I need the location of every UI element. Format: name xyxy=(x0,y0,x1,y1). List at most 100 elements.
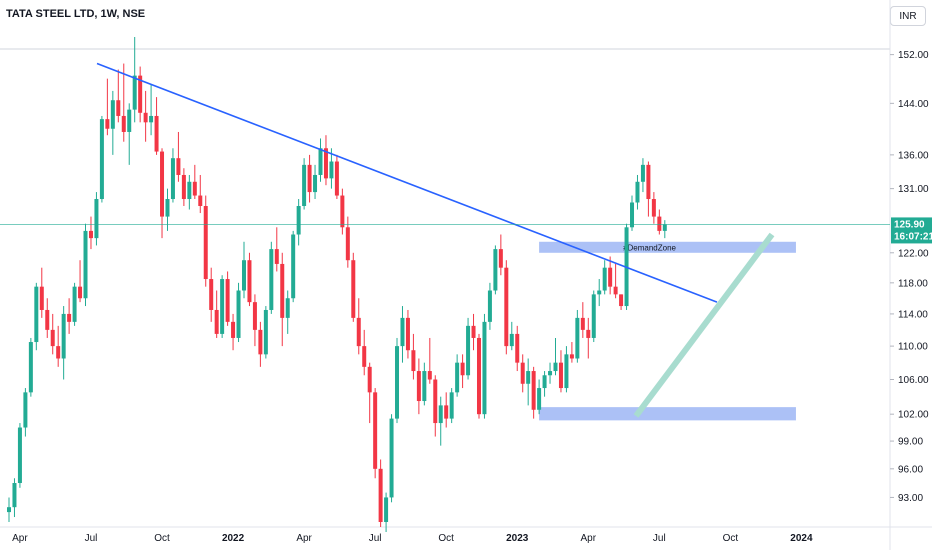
candle-body xyxy=(99,119,104,200)
y-tick-label: 110.00 xyxy=(898,342,928,353)
candle xyxy=(78,260,83,303)
candle xyxy=(591,290,596,343)
candle xyxy=(313,164,318,200)
candle-body xyxy=(438,405,443,424)
candle xyxy=(318,138,323,182)
candle-body xyxy=(373,392,378,469)
candle-body xyxy=(449,392,454,419)
x-tick-label: Jul xyxy=(653,533,666,544)
y-tick-label: 102.00 xyxy=(898,410,929,421)
candle-body xyxy=(400,317,405,347)
x-tick-label: Apr xyxy=(296,533,312,544)
candle-body xyxy=(296,206,301,235)
candle-body xyxy=(291,234,296,299)
last-price-tag xyxy=(891,217,932,244)
candle xyxy=(471,313,476,351)
candle xyxy=(362,329,367,376)
candle xyxy=(56,325,61,367)
candle xyxy=(12,478,17,518)
candle-body xyxy=(274,249,279,264)
candle xyxy=(88,216,93,250)
candle-body xyxy=(433,379,438,424)
candle xyxy=(160,148,165,239)
candle-body xyxy=(17,427,22,484)
candle xyxy=(302,158,307,210)
x-tick-label: Apr xyxy=(12,533,28,544)
candle xyxy=(476,333,481,419)
candle-body xyxy=(651,199,656,217)
candle xyxy=(116,69,121,123)
candle-body xyxy=(378,468,383,522)
candle-body xyxy=(493,249,498,291)
candle xyxy=(39,267,44,318)
candle xyxy=(94,192,99,246)
candle-body xyxy=(515,333,520,363)
chart-title: TATA STEEL LTD, 1W, NSE xyxy=(6,8,146,20)
candle xyxy=(192,164,197,200)
candle-body xyxy=(236,290,241,338)
candle xyxy=(61,306,66,380)
candle xyxy=(640,158,645,193)
candle-body xyxy=(23,392,28,428)
candle-body xyxy=(602,267,607,291)
candle-body xyxy=(67,313,72,322)
y-tick-label: 136.00 xyxy=(898,150,929,161)
candle xyxy=(460,354,465,389)
candle-body xyxy=(307,164,312,193)
candle xyxy=(564,346,569,393)
candle-body xyxy=(214,309,219,334)
zone-layer: #DemandZone xyxy=(539,241,796,421)
candle xyxy=(165,188,170,231)
candle-body xyxy=(619,294,624,307)
last-price-value: 125.90 xyxy=(894,219,925,230)
candle-body xyxy=(542,375,547,389)
candle xyxy=(296,199,301,246)
candle-body xyxy=(509,333,514,347)
candle-body xyxy=(154,115,159,152)
candle-body xyxy=(105,119,110,129)
x-tick-label: 2024 xyxy=(790,533,813,544)
demand-zone-label: #DemandZone xyxy=(623,243,676,252)
candle xyxy=(307,154,312,203)
candle xyxy=(149,84,154,136)
candle-body xyxy=(72,286,77,322)
candle xyxy=(411,333,416,380)
candle xyxy=(580,302,585,338)
candle xyxy=(209,267,214,322)
candle-body xyxy=(247,260,252,303)
candle-body xyxy=(487,290,492,322)
candle-body xyxy=(367,366,372,393)
candle-body xyxy=(405,317,410,351)
candle-body xyxy=(548,371,553,376)
candle xyxy=(176,131,181,182)
x-tick-label: Oct xyxy=(438,533,454,544)
candle-body xyxy=(411,350,416,372)
candle xyxy=(329,148,334,189)
candle xyxy=(23,388,28,437)
candle xyxy=(334,154,339,200)
candle-body xyxy=(39,286,44,310)
candle-body xyxy=(225,279,230,322)
resistance-trendline xyxy=(96,62,718,303)
candle-body xyxy=(127,109,132,132)
candle xyxy=(531,366,536,419)
candle-body xyxy=(7,507,11,513)
candle-body xyxy=(78,286,83,299)
demand-zone-box xyxy=(539,241,796,253)
candle-body xyxy=(427,371,432,380)
candle-body xyxy=(170,158,175,200)
candle-body xyxy=(203,206,208,280)
candle-body xyxy=(269,249,274,310)
candle xyxy=(384,492,389,533)
candle xyxy=(422,362,427,406)
candle-body xyxy=(657,216,662,231)
x-tick-label: Oct xyxy=(154,533,170,544)
candle-body xyxy=(504,267,509,347)
candle xyxy=(416,358,421,415)
candle xyxy=(526,358,531,406)
candle xyxy=(569,342,574,363)
candle xyxy=(630,195,635,231)
candle-body xyxy=(597,290,602,295)
